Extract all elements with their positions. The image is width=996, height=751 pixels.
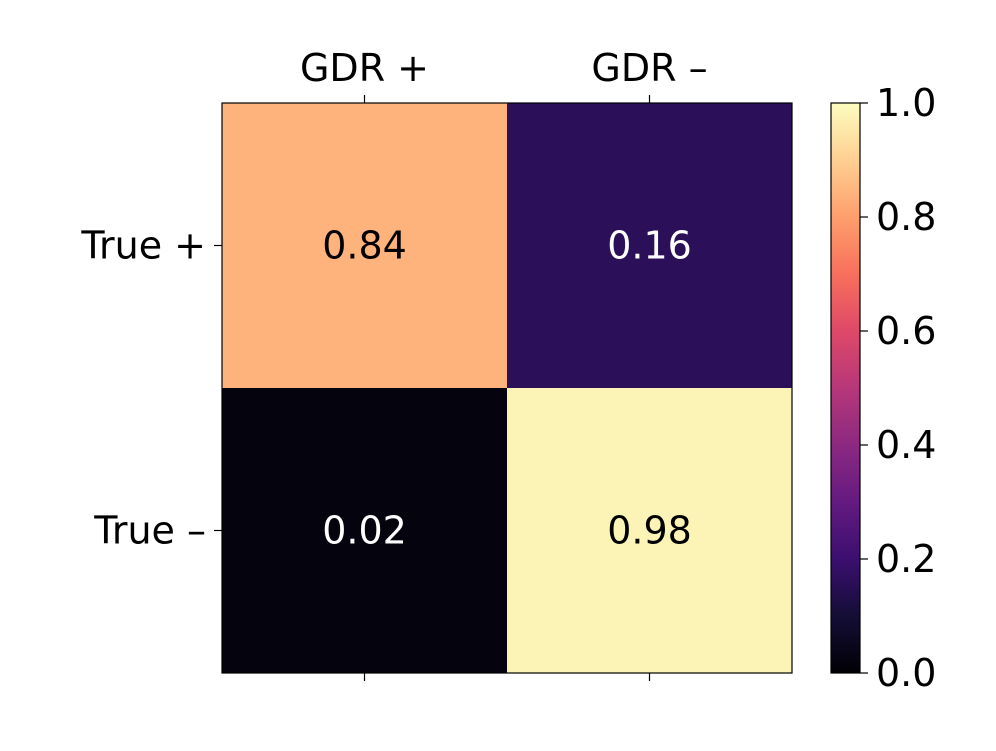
x-tick-label: GDR – [591, 46, 707, 90]
cell-value-label: 0.84 [322, 224, 407, 268]
colorbar-tick-label: 1.0 [876, 81, 936, 125]
y-tick-label: True + [80, 224, 206, 268]
colorbar [830, 102, 861, 674]
heatmap-cell [222, 103, 507, 388]
y-tick-label: True – [93, 509, 206, 553]
colorbar-tick-label: 0.8 [876, 195, 936, 239]
cell-value-label: 0.16 [607, 224, 692, 268]
heatmap-cell [507, 388, 792, 673]
x-tick-label: GDR + [300, 46, 429, 90]
colorbar-tick-label: 0.6 [876, 309, 936, 353]
cell-value-label: 0.02 [322, 509, 407, 553]
heatmap-cell [507, 103, 792, 388]
cell-value-label: 0.98 [607, 509, 692, 553]
colorbar-tick-label: 0.2 [876, 537, 936, 581]
colorbar-tick-label: 0.4 [876, 423, 936, 467]
heatmap-cell [222, 388, 507, 673]
plot-frame [221, 102, 793, 674]
colorbar-tick-label: 0.0 [876, 651, 936, 695]
